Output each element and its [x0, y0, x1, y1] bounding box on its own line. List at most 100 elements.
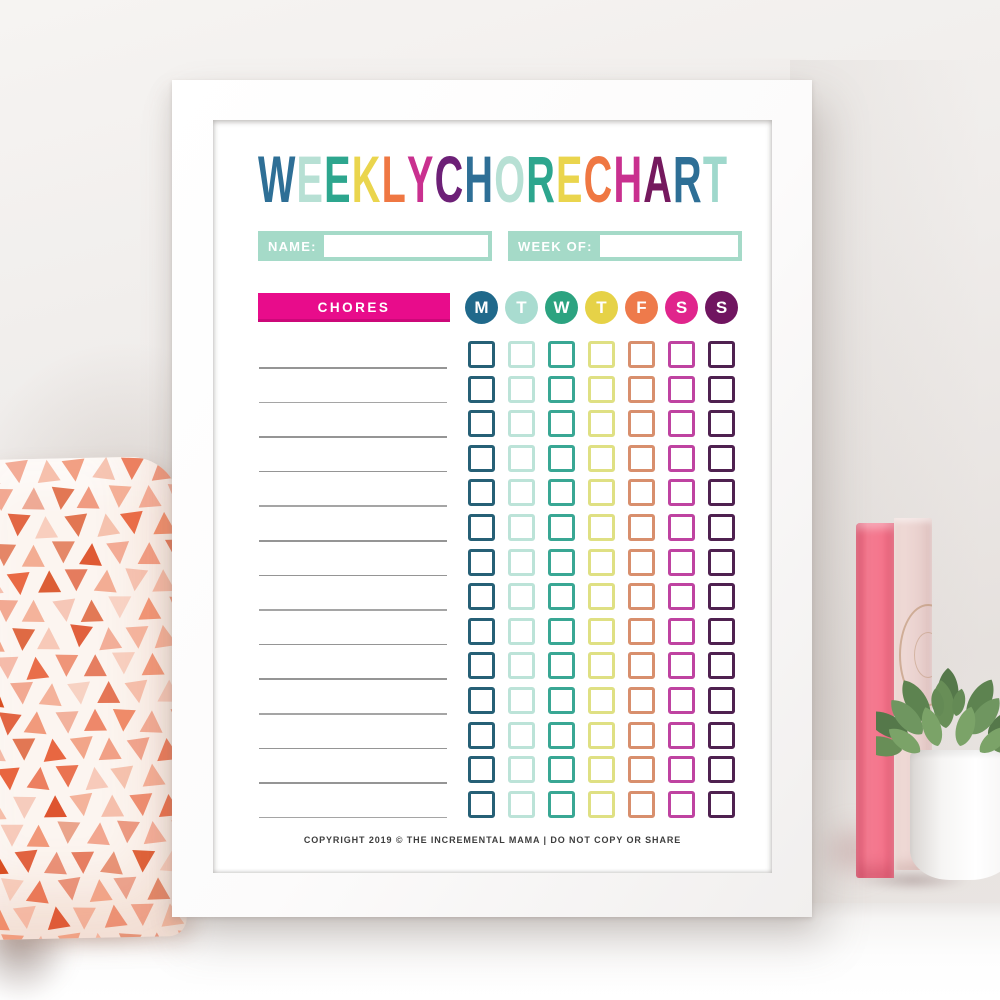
checkbox-t-row13 — [508, 756, 535, 784]
checkbox-f-row5 — [628, 479, 655, 507]
checkbox-s-row3 — [708, 410, 735, 438]
pillow-triangle — [76, 486, 100, 509]
chore-line — [259, 643, 447, 646]
checkbox-w-row1 — [548, 341, 575, 368]
pillow-triangle — [86, 822, 110, 846]
succulent-leaf-group — [876, 668, 1000, 757]
chore-line — [259, 816, 447, 819]
pillow-triangle — [57, 821, 81, 844]
pillow-triangle — [0, 516, 1, 540]
checkbox-t-row3 — [588, 410, 615, 438]
checkbox-m-row13 — [468, 756, 495, 784]
checkbox-s-row6 — [708, 513, 735, 541]
pillow-triangle — [0, 907, 10, 931]
pillow-triangle — [57, 876, 81, 901]
checkbox-m-row8 — [468, 583, 495, 611]
checkbox-s-row6 — [668, 513, 695, 541]
checkbox-f-row8 — [628, 583, 655, 611]
checkbox-w-row13 — [548, 756, 575, 784]
pillow-triangle — [129, 793, 153, 817]
pillow-triangle — [43, 795, 67, 818]
pillow-triangle — [26, 766, 50, 791]
checkbox-t-row5 — [508, 479, 535, 507]
pillow-triangle — [98, 737, 122, 761]
checkbox-t-row7 — [588, 548, 615, 576]
pillow-triangle — [0, 543, 17, 567]
checkbox-f-row4 — [628, 444, 655, 472]
pillow-triangle — [126, 737, 150, 761]
title-letter: O — [494, 142, 526, 216]
pillow-triangle — [106, 541, 130, 565]
pillow-triangle — [85, 766, 109, 791]
checkbox-f-row12 — [628, 721, 655, 749]
checkbox-s-row12 — [708, 721, 735, 749]
pillow-triangle — [12, 628, 36, 651]
checkbox-t-row4 — [588, 444, 615, 472]
pillow-triangle — [35, 516, 59, 539]
checkbox-t-row12 — [508, 721, 535, 749]
title-letter: R — [526, 142, 555, 216]
checkbox-m-row6 — [468, 513, 495, 541]
pillow-triangle — [120, 457, 144, 480]
checkbox-s-row14 — [668, 790, 695, 818]
pillow-triangle — [12, 738, 36, 761]
pillow-triangle — [138, 484, 162, 508]
chore-line — [259, 367, 447, 369]
checkbox-w-row6 — [548, 513, 575, 541]
title-letter: H — [464, 142, 494, 216]
checkbox-f-row3 — [628, 410, 655, 438]
day-circle-t-3: T — [585, 291, 618, 324]
pillow-triangle — [142, 763, 166, 787]
chore-line — [259, 540, 447, 542]
title-letter: C — [434, 142, 464, 216]
checkbox-w-row7 — [548, 548, 575, 576]
pillow-triangle — [10, 681, 34, 705]
title-letter: R — [673, 142, 702, 216]
checkbox-t-row1 — [508, 341, 535, 368]
pillow-triangle — [124, 679, 148, 704]
pillow-triangle — [97, 680, 121, 704]
checkbox-f-row1 — [628, 341, 655, 368]
pillow-triangle — [0, 599, 19, 623]
pillow-triangle — [92, 456, 116, 480]
checkbox-t-row7 — [508, 548, 535, 576]
week-field: WEEK OF: — [508, 231, 742, 261]
checkbox-w-row11 — [548, 686, 575, 714]
title-letter: E — [324, 142, 351, 216]
title-letter: C — [583, 142, 613, 216]
pillow-triangle — [154, 624, 178, 649]
day-circle-s-6: S — [705, 291, 738, 324]
checkbox-s-row13 — [668, 756, 695, 784]
pillow-triangle — [55, 654, 79, 677]
checkbox-f-row2 — [628, 375, 655, 403]
pillow-triangle — [69, 792, 93, 817]
checkbox-f-row13 — [628, 756, 655, 784]
title-letter: K — [351, 142, 381, 216]
checkbox-m-row9 — [468, 617, 495, 645]
checkbox-t-row6 — [508, 513, 535, 541]
pillow-triangle — [125, 626, 149, 649]
checkbox-t-row8 — [508, 583, 535, 611]
checkbox-m-row14 — [468, 790, 495, 818]
checkbox-t-row10 — [588, 652, 615, 680]
title-letter: W — [257, 142, 296, 216]
pillow-triangle — [38, 570, 62, 593]
pillow-triangle — [0, 488, 14, 511]
chores-header: CHORES — [258, 293, 450, 322]
checkbox-f-row14 — [628, 790, 655, 818]
pillow-triangle — [139, 710, 163, 733]
day-circle-w-2: W — [545, 291, 578, 324]
checkbox-t-row2 — [588, 375, 615, 403]
pillow-triangle — [67, 681, 91, 705]
pillow-triangle — [25, 880, 49, 904]
pillow-triangle — [72, 907, 96, 930]
chore-lines — [259, 341, 449, 823]
chore-line — [259, 470, 447, 473]
day-circle-f-4: F — [625, 291, 658, 324]
checkbox-t-row14 — [588, 790, 615, 818]
pillow-triangle — [0, 824, 24, 847]
pillow-triangle — [5, 459, 28, 484]
checkbox-m-row12 — [468, 721, 495, 749]
